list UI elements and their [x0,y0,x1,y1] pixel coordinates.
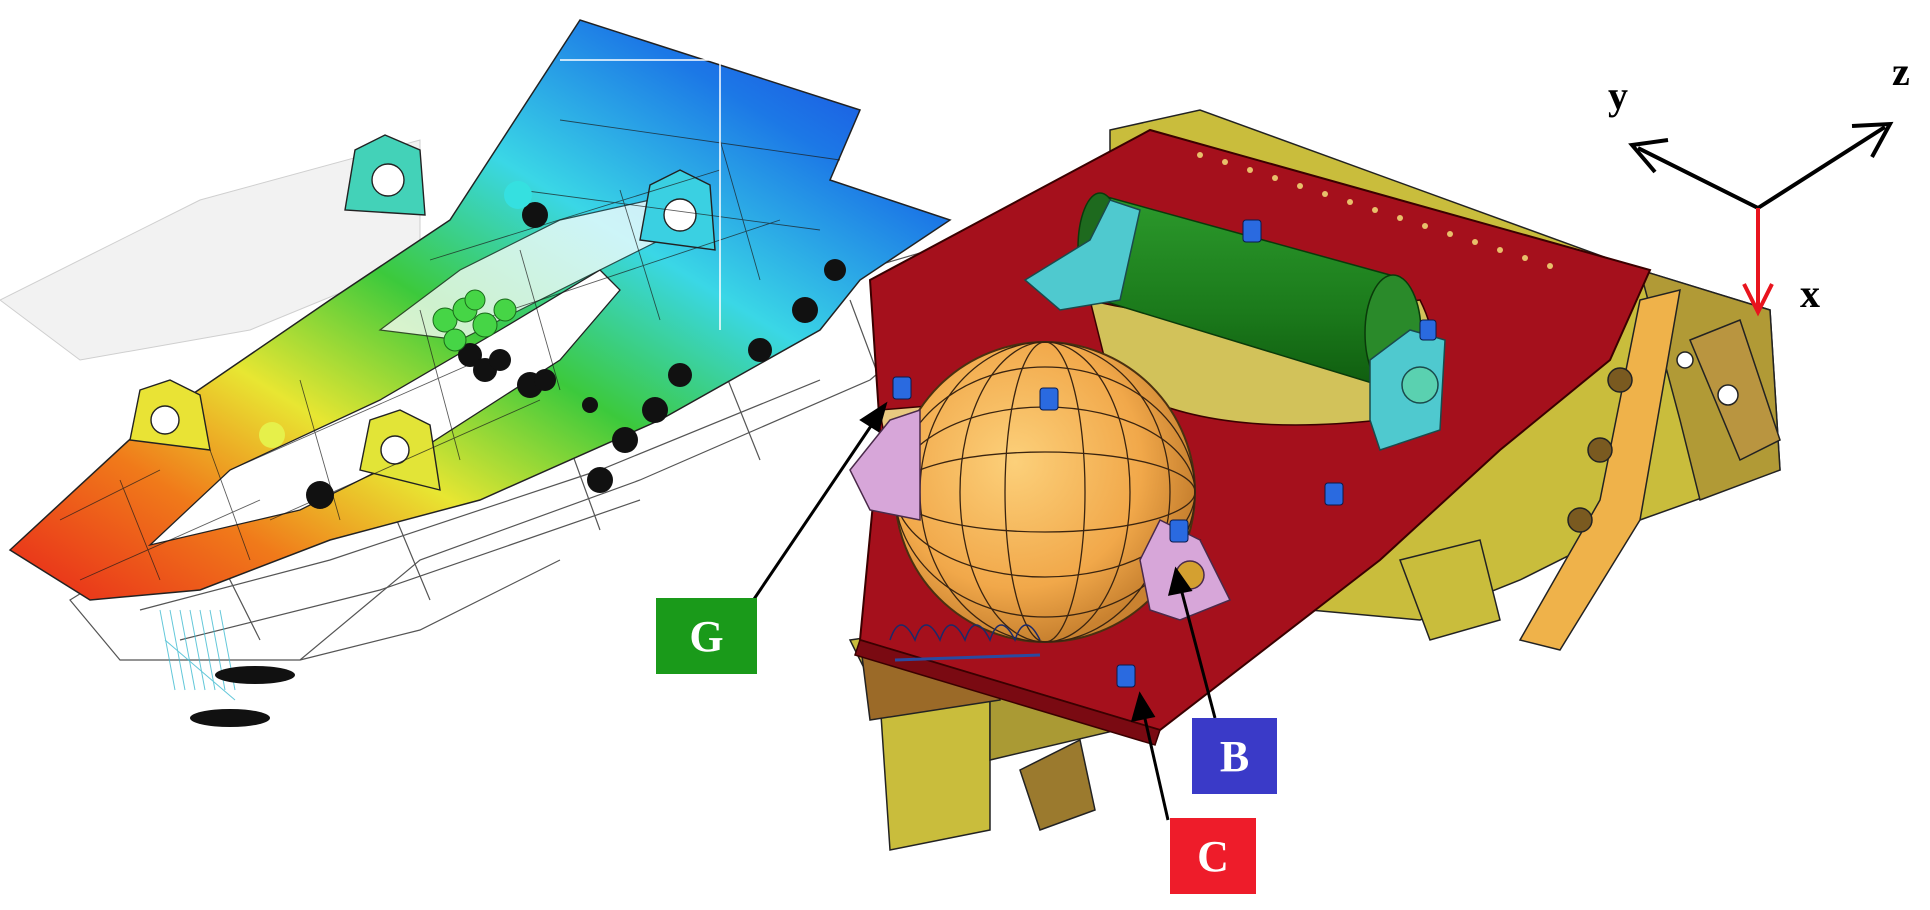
fem-frame-line [560,59,721,330]
fem-constraint-markers [306,202,846,509]
arrow-b [1178,584,1217,719]
fem-green-cluster [432,289,517,352]
arrow-c [1141,709,1170,821]
axis-z-head [1851,121,1894,158]
axis-label-x: x [1800,271,1820,316]
axis-z-arrow [1756,125,1887,210]
spring-cluster [889,624,1041,662]
cad-assembly [848,109,1781,851]
fem-lugs [129,134,716,491]
callout-arrows [748,401,1217,821]
bearings-cyan [1023,199,1446,451]
fem-load-arrows [159,609,236,701]
blue-fittings [892,219,1437,688]
axis-label-z: z [1892,49,1910,94]
arrow-g [748,419,877,606]
axis-y-arrow [1637,146,1759,210]
arrow-c-head [1130,691,1156,722]
sphere [894,341,1196,643]
callout-c: C [1170,818,1256,894]
callout-b: B [1192,718,1277,794]
coordinate-axes [1628,121,1894,317]
arrow-g-head [859,401,888,433]
axis-x-head [1742,283,1774,317]
fem-marker-yellow [259,422,285,448]
plate-holes [1197,152,1553,269]
base-plate-edge [854,639,1161,746]
callout-g: G [656,598,757,674]
fem-model [0,19,1002,727]
axis-y-head [1628,138,1669,174]
fem-marker-cyan [504,181,532,209]
axis-label-y: y [1608,73,1628,118]
arrow-b-head [1167,566,1193,596]
fem-base-markers [190,666,295,727]
